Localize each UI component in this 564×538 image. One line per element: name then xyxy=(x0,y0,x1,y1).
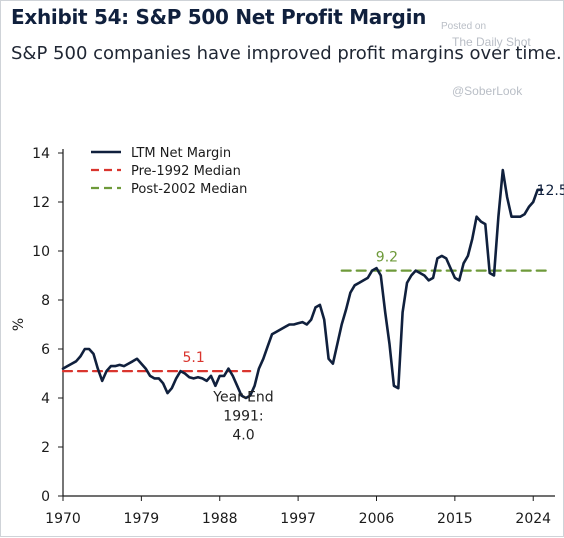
y-tick-label: 4 xyxy=(41,391,50,407)
x-tick-label: 2024 xyxy=(515,511,551,527)
y-tick-label: 8 xyxy=(41,293,50,309)
y-tick-label: 6 xyxy=(41,342,50,358)
pre-median-value-label: 5.1 xyxy=(182,350,204,366)
year-end-1991-label: 1991: xyxy=(223,409,263,425)
post-median-value-label: 9.2 xyxy=(376,250,398,266)
legend-label: Pre-1992 Median xyxy=(131,164,241,179)
watermark-handle: @SoberLook xyxy=(452,84,523,98)
y-tick-label: 10 xyxy=(32,244,50,260)
x-tick-label: 1979 xyxy=(124,511,160,527)
x-tick-label: 1970 xyxy=(45,511,81,527)
chart-title: Exhibit 54: S&P 500 Net Profit Margin xyxy=(11,5,427,29)
y-tick-label: 2 xyxy=(41,440,50,456)
watermark-posted-on: Posted on xyxy=(441,21,487,32)
x-tick-label: 1988 xyxy=(202,511,238,527)
y-tick-label: 0 xyxy=(41,489,50,505)
x-tick-label: 2006 xyxy=(359,511,395,527)
y-tick-label: 14 xyxy=(32,146,50,162)
year-end-1991-label: 4.0 xyxy=(232,428,254,444)
watermark-site: The Daily Shot xyxy=(452,35,531,49)
latest-value-label: 12.5 xyxy=(537,183,564,199)
x-tick-label: 1997 xyxy=(280,511,316,527)
legend-label: Post-2002 Median xyxy=(131,182,247,197)
x-tick-label: 2015 xyxy=(437,511,473,527)
legend-label: LTM Net Margin xyxy=(131,146,231,161)
ltm-net-margin-line xyxy=(61,168,544,400)
y-axis-label: % xyxy=(11,318,27,331)
y-tick-label: 12 xyxy=(32,195,50,211)
chart-subtitle: S&P 500 companies have improved profit m… xyxy=(11,43,562,64)
year-end-1991-label: Year-End xyxy=(212,390,273,406)
